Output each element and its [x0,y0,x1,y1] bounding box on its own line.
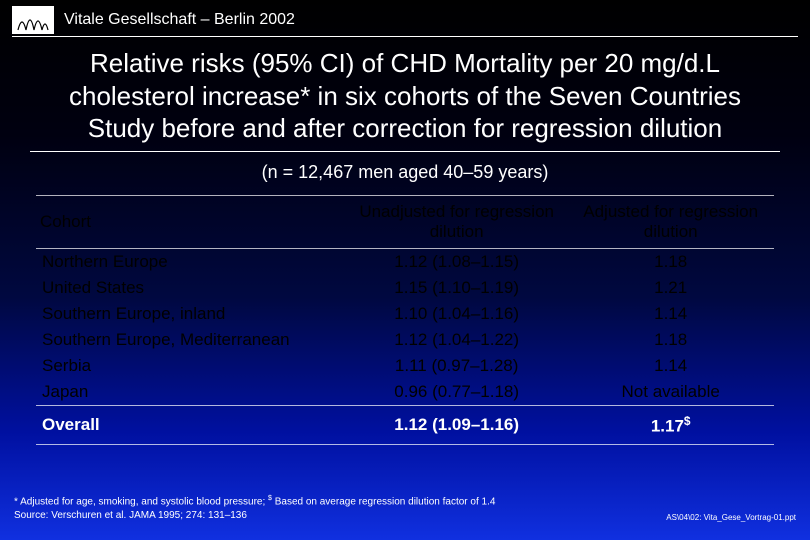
cell-adjusted: 1.14 [567,301,774,327]
logo [12,6,54,34]
table-row: Southern Europe, inland1.10 (1.04–1.16)1… [36,301,774,327]
table-row: Japan0.96 (0.77–1.18)Not available [36,379,774,405]
slide-subtitle: (n = 12,467 men aged 40–59 years) [0,152,810,195]
cell-unadjusted: 1.11 (0.97–1.28) [346,353,567,379]
col-header-adjusted: Adjusted for regression dilution [567,196,774,248]
cell-cohort: Southern Europe, inland [36,301,346,327]
table-header-row: Cohort Unadjusted for regression dilutio… [36,196,774,248]
cell-unadjusted: 0.96 (0.77–1.18) [346,379,567,405]
cell-adjusted: 1.14 [567,353,774,379]
cell-adjusted: 1.21 [567,275,774,301]
cell-adjusted: 1.18 [567,327,774,353]
data-table: Cohort Unadjusted for regression dilutio… [36,195,774,446]
cell-cohort: United States [36,275,346,301]
cell-cohort: Japan [36,379,346,405]
cell-adjusted: 1.18 [567,249,774,275]
table-row-overall: Overall 1.12 (1.09–1.16) 1.17$ [36,406,774,445]
footnote: * Adjusted for age, smoking, and systoli… [14,494,610,522]
table-row: Serbia1.11 (0.97–1.28)1.14 [36,353,774,379]
table-row: Southern Europe, Mediterranean1.12 (1.04… [36,327,774,353]
cell-cohort: Southern Europe, Mediterranean [36,327,346,353]
slide-title: Relative risks (95% CI) of CHD Mortality… [30,43,780,152]
col-header-unadjusted: Unadjusted for regression dilution [346,196,567,248]
table-row: Northern Europe1.12 (1.08–1.15)1.18 [36,249,774,275]
overall-unadjusted: 1.12 (1.09–1.16) [346,406,567,445]
cell-unadjusted: 1.12 (1.04–1.22) [346,327,567,353]
cell-unadjusted: 1.15 (1.10–1.19) [346,275,567,301]
table-row: United States1.15 (1.10–1.19)1.21 [36,275,774,301]
header-text: Vitale Gesellschaft – Berlin 2002 [64,11,798,29]
cell-unadjusted: 1.10 (1.04–1.16) [346,301,567,327]
cell-unadjusted: 1.12 (1.08–1.15) [346,249,567,275]
overall-label: Overall [36,406,346,445]
col-header-cohort: Cohort [36,196,346,248]
cell-cohort: Northern Europe [36,249,346,275]
cell-adjusted: Not available [567,379,774,405]
citation: AS\04\02: Vita_Gese_Vortrag-01.ppt [666,513,796,522]
slide-header: Vitale Gesellschaft – Berlin 2002 [0,0,810,36]
header-rule [12,36,798,37]
overall-adjusted: 1.17$ [567,406,774,445]
cell-cohort: Serbia [36,353,346,379]
